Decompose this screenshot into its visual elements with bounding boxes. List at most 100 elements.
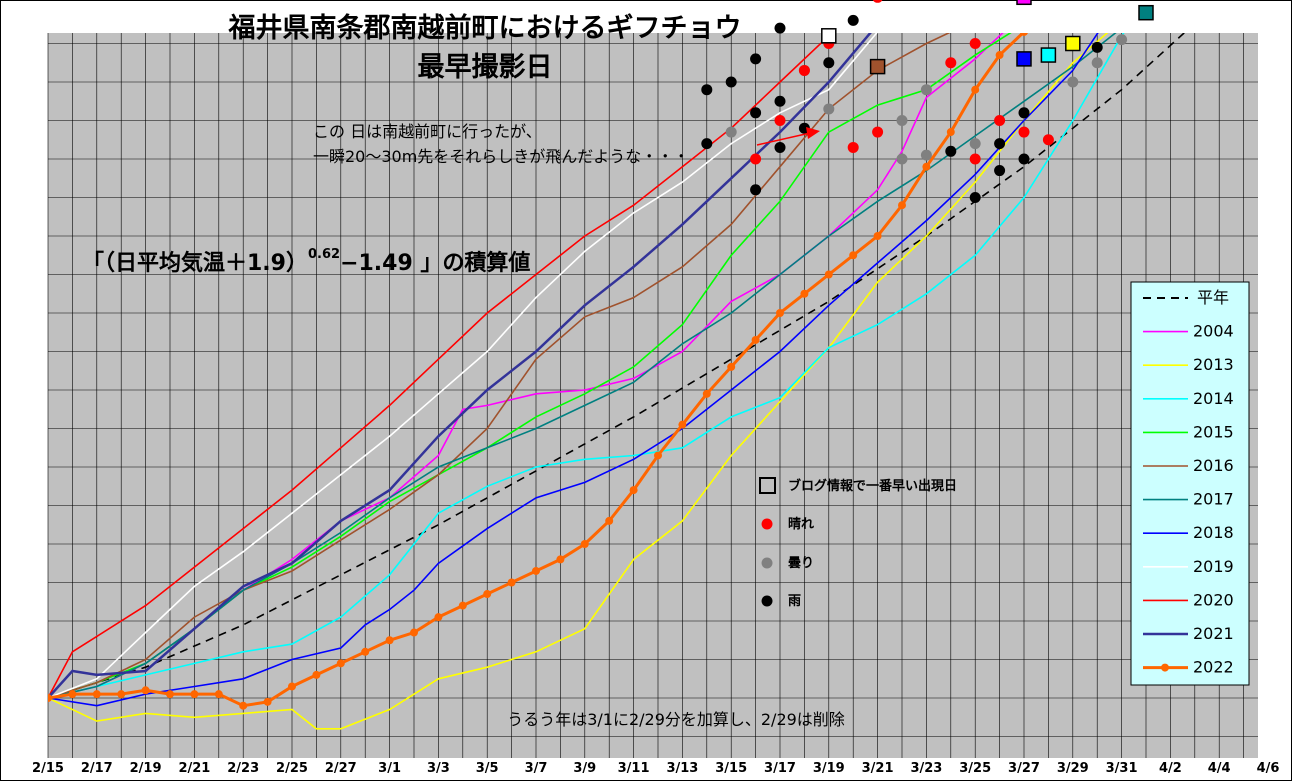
- legend-first-sighting-label: ブログ情報で一番早い出現日: [788, 478, 957, 494]
- x-tick-label: 2/23: [227, 761, 259, 776]
- x-tick-label: 2/21: [178, 761, 210, 776]
- legend-rain-label: 雨: [788, 594, 801, 609]
- series-line-平年: [48, 33, 1186, 699]
- series-marker-2022: [190, 690, 199, 699]
- x-axis-ticks: 2/15 2/17 2/19 2/21 2/23 2/25 2/27 3/1 3/3 3/5 3/7…: [32, 761, 1279, 776]
- legend-cloud-label: 曇り: [788, 556, 814, 571]
- formula-label: 「（日平均気温＋1.9）0.62−1.49 」の積算値: [82, 247, 530, 276]
- weather-dot-cloud: [969, 138, 981, 150]
- x-tick-label: 3/23: [910, 761, 942, 776]
- legend-item-label: 2018: [1193, 523, 1234, 542]
- x-tick-label: 2/15: [32, 761, 64, 776]
- first-sighting-square-2014: [1040, 47, 1057, 63]
- x-tick-label: 3/15: [715, 761, 747, 776]
- legend-sun-label: 晴れ: [788, 516, 814, 532]
- first-sighting-square-2016: [869, 58, 886, 75]
- legend-swatch-marker: [1161, 663, 1169, 672]
- series-marker-2022: [629, 486, 638, 495]
- x-tick-label: 3/9: [573, 761, 596, 776]
- weather-dot-rain: [774, 141, 786, 153]
- series-marker-2022: [971, 85, 980, 94]
- weather-dot-rain: [725, 76, 737, 88]
- annotation-arrow-head: [806, 127, 820, 139]
- x-tick-label: 2/27: [325, 761, 357, 776]
- weather-dot-sun: [750, 153, 762, 165]
- weather-dot-rain: [945, 145, 957, 157]
- x-tick-label: 4/4: [1208, 761, 1231, 776]
- weather-dot-rain: [823, 57, 835, 69]
- x-tick-label: 3/21: [862, 761, 894, 776]
- series-marker-2022: [214, 690, 223, 699]
- series-line-2021: [48, 33, 872, 699]
- series-marker-2022: [751, 335, 760, 344]
- first-sighting-layer: [821, 0, 1154, 75]
- series-line-2017: [48, 33, 1117, 699]
- weather-dot-cloud: [823, 103, 835, 115]
- series-marker-2022: [483, 590, 492, 599]
- weather-dot-rain: [994, 138, 1006, 150]
- series-marker-2022: [922, 162, 931, 171]
- series-marker-2022: [458, 601, 467, 610]
- series-marker-2022: [849, 251, 858, 260]
- first-sighting-square-2004: [1016, 0, 1032, 6]
- series-marker-2022: [361, 647, 370, 656]
- series-marker-2022: [166, 690, 174, 699]
- x-tick-label: 3/25: [959, 761, 991, 776]
- chart-title: 福井県南条郡南越前町におけるギフチョウ: [228, 12, 742, 44]
- weather-dot-layer: [701, 0, 1128, 203]
- series-marker-2022: [605, 516, 614, 525]
- series-marker-2022: [995, 51, 1004, 60]
- legend-cloud-dot: [761, 557, 773, 569]
- weather-dot-rain: [701, 84, 713, 96]
- series-marker-2022: [385, 636, 394, 645]
- legend-box: [1130, 281, 1250, 686]
- weather-dot-sun: [969, 153, 981, 165]
- weather-dot-sun: [994, 115, 1006, 126]
- series-marker-2022: [776, 309, 784, 317]
- legend-rain-dot: [761, 595, 773, 607]
- series-marker-2022: [288, 682, 296, 691]
- weather-dot-rain: [969, 192, 981, 203]
- series-marker-2022: [141, 686, 150, 695]
- first-sighting-square-2018: [1016, 51, 1032, 67]
- weather-dot-rain: [750, 184, 762, 196]
- weather-dot-sun: [774, 115, 786, 126]
- legend-item-label: 2016: [1193, 456, 1234, 475]
- legend-item-label: 2019: [1193, 557, 1234, 576]
- legend-item-label: 2014: [1193, 389, 1234, 408]
- weather-dot-rain: [1091, 41, 1103, 53]
- series-marker-2022: [312, 670, 321, 679]
- weather-dot-cloud: [1116, 34, 1128, 46]
- series-marker-2022: [824, 270, 833, 279]
- legend-item-label: 2015: [1193, 422, 1234, 441]
- weather-dot-cloud: [896, 115, 908, 126]
- legend-item-label: 2022: [1193, 658, 1234, 677]
- series-marker-2022: [556, 555, 565, 564]
- weather-dot-sun: [847, 141, 859, 153]
- series-marker-2022: [48, 694, 52, 702]
- legend-item-label: 2017: [1193, 490, 1234, 509]
- series-marker-2022: [580, 540, 589, 548]
- series-marker-2022: [68, 690, 77, 699]
- series-marker-2022: [92, 690, 101, 699]
- x-tick-label: 3/1: [378, 761, 401, 776]
- symbol-legend: ブログ情報で一番早い出現日 晴れ 曇り 雨: [759, 477, 957, 609]
- x-tick-label: 3/27: [1008, 761, 1040, 776]
- series-marker-2022: [263, 697, 272, 706]
- series-marker-2022: [946, 128, 955, 137]
- weather-dot-sun: [872, 126, 884, 138]
- series-marker-2022: [239, 701, 248, 710]
- annotation-arrow: [756, 132, 811, 146]
- weather-dot-sun: [945, 57, 957, 69]
- series-marker-2022: [654, 451, 662, 460]
- series-marker-2022: [898, 201, 906, 210]
- series-marker-2022: [873, 232, 882, 240]
- annotation-line-1: この 日は南越前町に行ったが、: [313, 122, 542, 141]
- legend-item-label: 2020: [1193, 590, 1234, 609]
- weather-dot-rain: [994, 165, 1006, 177]
- weather-dot-cloud: [1067, 76, 1079, 88]
- weather-dot-cloud: [1091, 57, 1103, 69]
- weather-dot-rain: [1018, 107, 1030, 119]
- plot-area: [48, 33, 1258, 758]
